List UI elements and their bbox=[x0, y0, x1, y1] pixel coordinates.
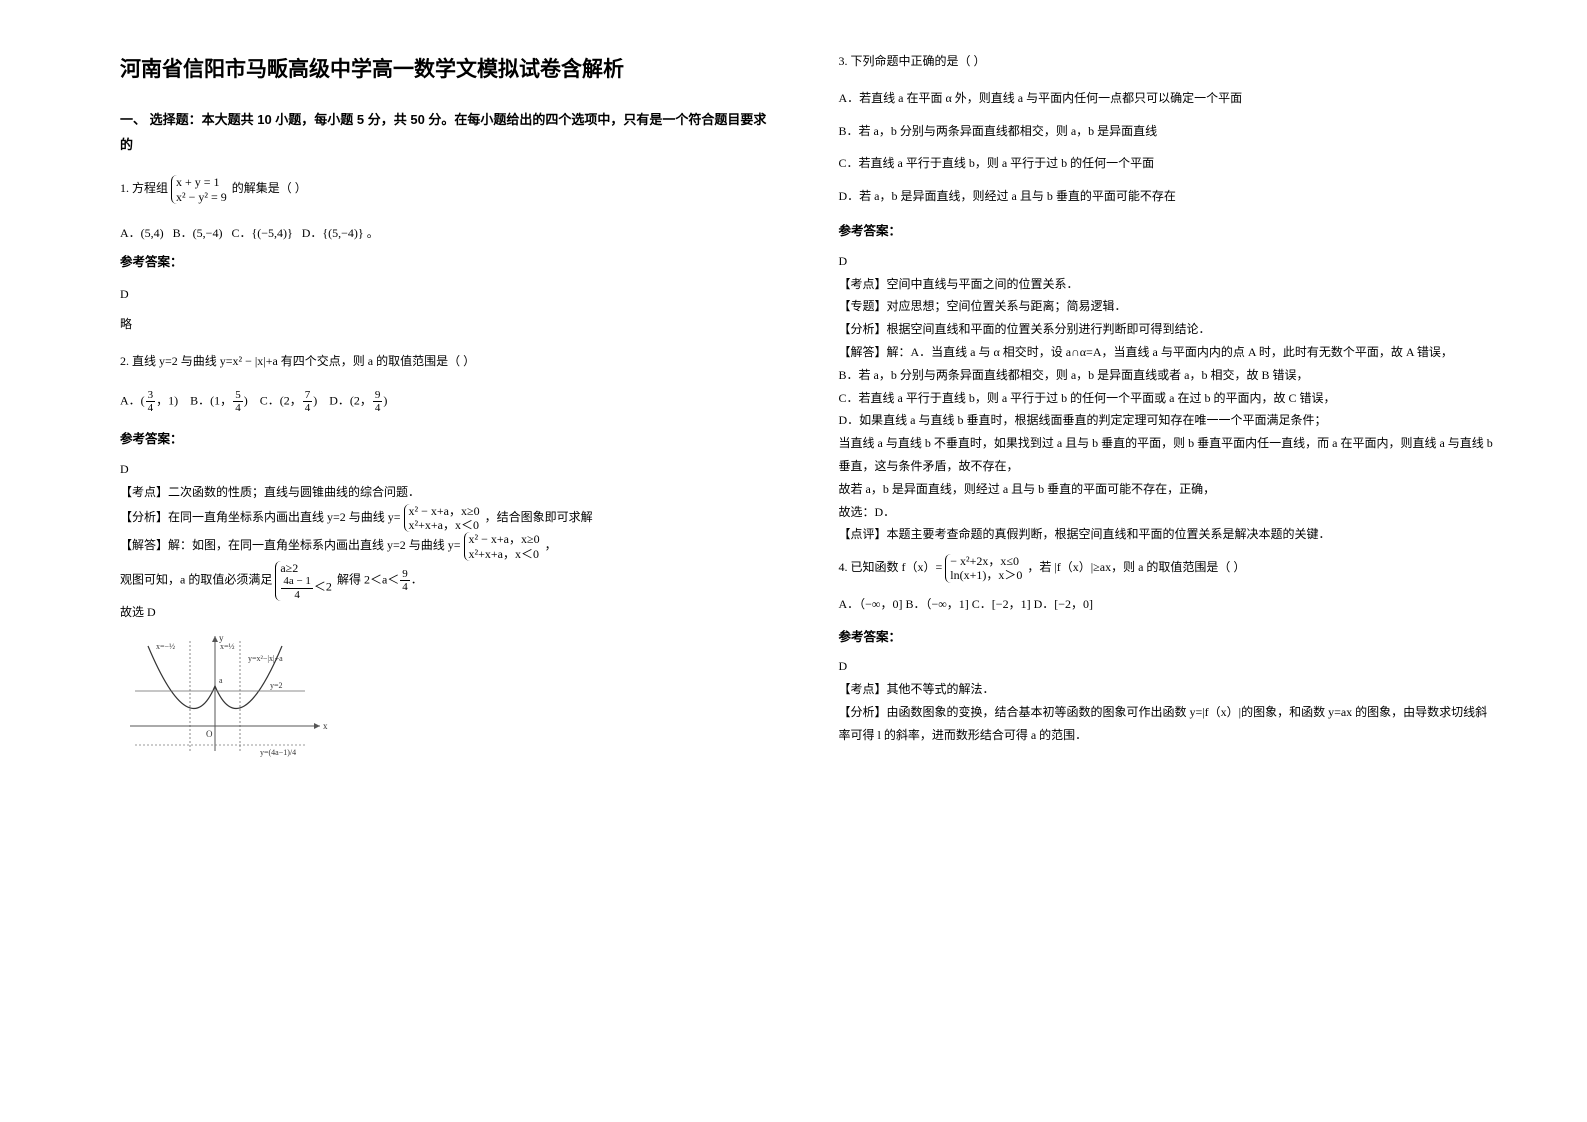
q2-cond-res-suf: ． bbox=[411, 573, 423, 587]
q3-ans: D bbox=[839, 250, 1498, 273]
q1: 1. 方程组 x + y = 1 x² − y² = 9 的解集是（ ） bbox=[120, 175, 779, 204]
q2-cond-res-num: 9 bbox=[400, 568, 410, 581]
q2-optB-pre: B．(1， bbox=[190, 393, 232, 407]
q2-optC-den: 4 bbox=[303, 402, 313, 414]
q2-jd: 【解答】解：如图，在同一直角坐标系内画出直线 y=2 与曲线 y= x² − x… bbox=[120, 532, 779, 561]
q4-pw1: − x²+2x，x≤0 bbox=[950, 554, 1022, 568]
q3-optC: C．若直线 a 平行于直线 b，则 a 平行于过 b 的任何一个平面 bbox=[839, 152, 1498, 175]
q1-ans-label: 参考答案： bbox=[120, 251, 779, 275]
q2-fx: 【分析】在同一直角坐标系内画出直线 y=2 与曲线 y= x² − x+a，x≥… bbox=[120, 504, 779, 533]
svg-text:a: a bbox=[219, 676, 223, 685]
svg-text:x=−½: x=−½ bbox=[156, 642, 175, 651]
q2-optA-pre: A．( bbox=[120, 393, 145, 407]
q4-opts: A．（−∞，0] B．（−∞，1] C．[−2，1] D．[−2，0] bbox=[839, 593, 1498, 616]
q2-optB-den: 4 bbox=[233, 402, 243, 414]
q2-jd-pre: 【解答】解：如图，在同一直角坐标系内画出直线 y=2 与曲线 y= bbox=[120, 538, 461, 552]
page-title: 河南省信阳市马畈高级中学高一数学文模拟试卷含解析 bbox=[120, 50, 779, 90]
q4-fx: 【分析】由函数图象的变换，结合基本初等函数的图象可作出函数 y=|f（x）|的图… bbox=[839, 701, 1498, 747]
q2-fx-l1: x² − x+a，x≥0 bbox=[409, 504, 480, 518]
q2-optD-num: 9 bbox=[373, 389, 383, 402]
svg-text:y=x²−|x|+a: y=x²−|x|+a bbox=[248, 654, 283, 663]
svg-text:y=(4a−1)/4: y=(4a−1)/4 bbox=[260, 748, 296, 757]
q2-optD-post: ) bbox=[383, 393, 387, 407]
q4-pw2: ln(x+1)，x＞0 bbox=[950, 568, 1022, 582]
q2-jd-suf: ， bbox=[545, 538, 557, 552]
q2-stem: 2. 直线 y=2 与曲线 y=x² − |x|+a 有四个交点，则 a 的取值… bbox=[120, 350, 779, 373]
q1-period: 。 bbox=[367, 226, 379, 240]
q4-kd: 【考点】其他不等式的解法． bbox=[839, 678, 1498, 701]
q2-cond: 观图可知，a 的取值必须满足 a≥2 4a − 14＜2 解得 2＜a＜94． bbox=[120, 561, 779, 601]
q1-stem-prefix: 1. 方程组 bbox=[120, 181, 168, 195]
q3-jd1: 【解答】解：A．当直线 a 与 α 相交时，设 a∩α=A，当直线 a 与平面内… bbox=[839, 341, 1498, 364]
q2-ans: D bbox=[120, 458, 779, 481]
q1-optA: A．(5,4) bbox=[120, 226, 164, 240]
q1-sys1: x + y = 1 bbox=[176, 175, 227, 189]
q2-cond-res-den: 4 bbox=[400, 581, 410, 593]
q4-ans: D bbox=[839, 655, 1498, 678]
q2-cond-mid: 解得 bbox=[337, 573, 361, 587]
q2-optA-post: ，1) bbox=[156, 393, 178, 407]
q2-options: A．(34，1) B．(1，54) C．(2，74) D．(2，94) bbox=[120, 389, 779, 414]
q1-optC: C．{(−5,4)} bbox=[231, 226, 292, 240]
q2-ans-label: 参考答案： bbox=[120, 428, 779, 452]
q3-optA: A．若直线 a 在平面 α 外，则直线 a 与平面内任何一点都只可以确定一个平面 bbox=[839, 87, 1498, 110]
q3-jd3: C．若直线 a 平行于直线 b，则 a 平行于过 b 的任何一个平面或 a 在过… bbox=[839, 387, 1498, 410]
q3-optD: D．若 a，b 是异面直线，则经过 a 且与 b 垂直的平面可能不存在 bbox=[839, 185, 1498, 208]
q1-sys2: x² − y² = 9 bbox=[176, 190, 227, 204]
q4-stem-pre: 4. 已知函数 f（x）= bbox=[839, 560, 943, 574]
q2-fx-l2: x²+x+a，x＜0 bbox=[409, 518, 480, 532]
q2-optC-pre: C．(2， bbox=[260, 393, 302, 407]
q3-optB: B．若 a，b 分别与两条异面直线都相交，则 a，b 是异面直线 bbox=[839, 120, 1498, 143]
q2-cond-pre: 观图可知，a 的取值必须满足 bbox=[120, 573, 272, 587]
svg-text:x: x bbox=[323, 721, 328, 731]
q4-stem-suf: ，若 |f（x）|≥ax，则 a 的取值范围是（ ） bbox=[1027, 560, 1245, 574]
q2-cond-l1: a≥2 bbox=[280, 561, 332, 575]
q2-optD-den: 4 bbox=[373, 402, 383, 414]
q2-cond-l2-den: 4 bbox=[281, 589, 313, 601]
q1-stem-suffix: 的解集是（ ） bbox=[232, 181, 307, 195]
q2-optB-post: ) bbox=[244, 393, 248, 407]
q3-jd4: D．如果直线 a 与直线 b 垂直时，根据线面垂直的判定定理可知存在唯一一个平面… bbox=[839, 409, 1498, 432]
q2-optD-pre: D．(2， bbox=[329, 393, 372, 407]
q2-optC-num: 7 bbox=[303, 389, 313, 402]
svg-text:O: O bbox=[206, 729, 213, 739]
q2-optA-den: 4 bbox=[146, 402, 156, 414]
q3-kd: 【考点】空间中直线与平面之间的位置关系． bbox=[839, 273, 1498, 296]
q1-note: 略 bbox=[120, 313, 779, 336]
q4-ans-label: 参考答案： bbox=[839, 626, 1498, 650]
q2-kd: 【考点】二次函数的性质；直线与圆锥曲线的综合问题． bbox=[120, 481, 779, 504]
q3-jd2: B．若 a，b 分别与两条异面直线都相交，则 a，b 是异面直线或者 a，b 相… bbox=[839, 364, 1498, 387]
q3-ans-label: 参考答案： bbox=[839, 220, 1498, 244]
q3-fx: 【分析】根据空间直线和平面的位置关系分别进行判断即可得到结论． bbox=[839, 318, 1498, 341]
q3-jd6: 故若 a，b 是异面直线，则经过 a 且与 b 垂直的平面可能不存在，正确， bbox=[839, 478, 1498, 501]
q2-optA-num: 3 bbox=[146, 389, 156, 402]
q1-ans: D bbox=[120, 283, 779, 306]
q3-stem: 3. 下列命题中正确的是（ ） bbox=[839, 50, 1498, 73]
q2-fx-suf: ，结合图象即可求解 bbox=[485, 510, 593, 524]
q2-jd-l1: x² − x+a，x≥0 bbox=[469, 532, 540, 546]
q3-dp: 【点评】本题主要考查命题的真假判断，根据空间直线和平面的位置关系是解决本题的关键… bbox=[839, 523, 1498, 546]
q1-options: A．(5,4) B．(5,−4) C．{(−5,4)} D．{(5,−4)} 。 bbox=[120, 222, 779, 245]
q4: 4. 已知函数 f（x）= − x²+2x，x≤0 ln(x+1)，x＞0 ，若… bbox=[839, 554, 1498, 583]
q2-fx-pre: 【分析】在同一直角坐标系内画出直线 y=2 与曲线 y= bbox=[120, 510, 401, 524]
svg-text:y=2: y=2 bbox=[270, 681, 283, 690]
q2-cond-res-pre: 2＜a＜ bbox=[364, 573, 399, 587]
q2-jd-l2: x²+x+a，x＜0 bbox=[469, 547, 540, 561]
q1-optB: B．(5,−4) bbox=[173, 226, 223, 240]
q2-diagram: x y O x=−½ x=½ y=x²−|x|+a y=2 a y=(4a bbox=[120, 631, 779, 769]
section-1-head: 一、 选择题：本大题共 10 小题，每小题 5 分，共 50 分。在每小题给出的… bbox=[120, 108, 779, 157]
q2-gx: 故选 D bbox=[120, 601, 779, 624]
q1-optD: D．{(5,−4)} bbox=[302, 226, 364, 240]
q2-optB-num: 5 bbox=[233, 389, 243, 402]
q2-optC-post: ) bbox=[313, 393, 317, 407]
q3-jd5: 当直线 a 与直线 b 不垂直时，如果找到过 a 且与 b 垂直的平面，则 b … bbox=[839, 432, 1498, 478]
q3-gx: 故选：D． bbox=[839, 501, 1498, 524]
svg-text:x=½: x=½ bbox=[220, 642, 235, 651]
q2-cond-l2-suf: ＜2 bbox=[314, 580, 332, 594]
q3-zt: 【专题】对应思想；空间位置关系与距离；简易逻辑． bbox=[839, 295, 1498, 318]
q2-cond-l2: 4a − 14＜2 bbox=[280, 575, 332, 600]
q2-cond-l2-num: 4a − 1 bbox=[281, 575, 313, 588]
